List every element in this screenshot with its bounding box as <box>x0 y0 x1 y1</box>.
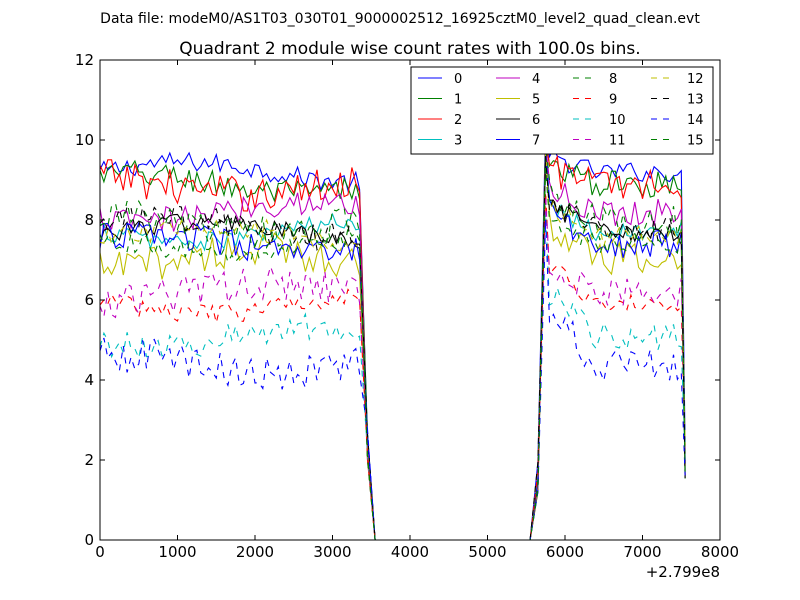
series-line-10 <box>99 211 686 541</box>
y-tick-label: 4 <box>84 371 94 389</box>
series-line-14 <box>99 219 686 541</box>
x-offset-label: +2.799e8 <box>646 563 720 581</box>
legend-label-4: 4 <box>532 72 540 87</box>
chart-title: Quadrant 2 module wise count rates with … <box>179 39 640 59</box>
series-line-7 <box>99 151 686 541</box>
y-tick-label: 0 <box>84 531 94 549</box>
x-tick-label: 2000 <box>236 543 274 561</box>
legend-label-11: 11 <box>609 134 626 149</box>
legend-label-3: 3 <box>454 134 462 149</box>
y-tick-label: 8 <box>84 211 94 229</box>
x-tick-label: 1000 <box>158 543 196 561</box>
legend-box <box>410 66 714 155</box>
x-tick-label: 0 <box>95 543 105 561</box>
series-layer <box>99 127 686 541</box>
legend-label-12: 12 <box>687 72 704 87</box>
legend-label-15: 15 <box>687 134 704 149</box>
x-tick-label: 4000 <box>391 543 429 561</box>
y-tick-label: 12 <box>75 51 94 69</box>
series-line-1 <box>99 135 686 541</box>
legend-label-5: 5 <box>532 93 540 108</box>
series-line-3 <box>99 147 686 541</box>
series-line-5 <box>99 155 686 541</box>
x-tick-label: 3000 <box>313 543 351 561</box>
y-tick-label: 10 <box>75 131 94 149</box>
legend-label-10: 10 <box>609 113 626 128</box>
legend-label-13: 13 <box>687 93 704 108</box>
legend-label-1: 1 <box>454 93 462 108</box>
series-line-8 <box>99 143 686 541</box>
y-tick-label: 2 <box>84 451 94 469</box>
legend-label-14: 14 <box>687 113 704 128</box>
legend-label-7: 7 <box>532 134 540 149</box>
legend-label-2: 2 <box>454 113 462 128</box>
chart-suptitle: Data file: modeM0/AS1T03_030T01_90000025… <box>100 11 700 27</box>
series-line-0 <box>99 127 686 541</box>
legend-label-8: 8 <box>609 72 617 87</box>
legend-label-6: 6 <box>532 113 540 128</box>
legend-label-0: 0 <box>454 72 462 87</box>
x-tick-label: 6000 <box>546 543 584 561</box>
x-tick-label: 7000 <box>623 543 661 561</box>
series-line-9 <box>99 191 686 541</box>
x-tick-label: 5000 <box>468 543 506 561</box>
y-tick-label: 6 <box>84 291 94 309</box>
legend-label-9: 9 <box>609 93 617 108</box>
series-line-15 <box>99 167 686 541</box>
tick-layer: 0 1000 2000 3000 4000 5000 6000 7000 80000246810… <box>75 51 739 561</box>
x-tick-label: 8000 <box>701 543 739 561</box>
series-line-13 <box>99 155 686 541</box>
